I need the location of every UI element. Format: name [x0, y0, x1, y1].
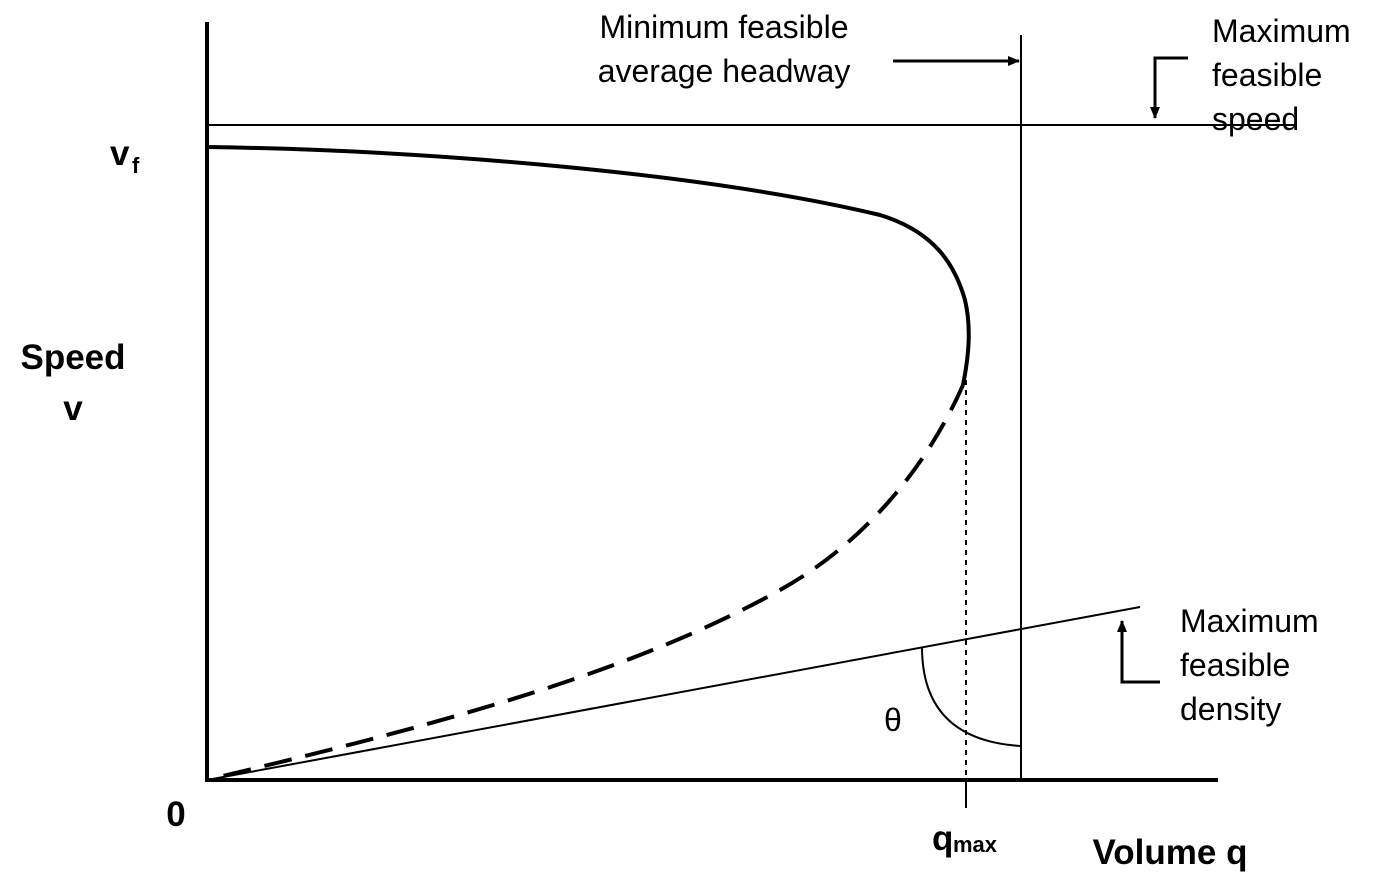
- min-headway-label-line2: average headway: [598, 53, 851, 89]
- max-density-arrow: [1117, 620, 1160, 684]
- vf-subscript: f: [132, 153, 140, 178]
- theta-label: θ: [884, 702, 902, 738]
- qmax-label: q: [932, 819, 953, 858]
- uncongested-branch-curve: [206, 145, 971, 386]
- max-speed-label-line3: speed: [1212, 101, 1299, 137]
- max-speed-arrow: [1150, 56, 1188, 119]
- y-axis-label-v: v: [63, 389, 83, 428]
- max-density-label-line1: Maximum: [1180, 603, 1319, 639]
- y-axis-label-speed: Speed: [20, 338, 125, 377]
- vf-label: v: [110, 134, 130, 173]
- congested-branch-curve: [209, 384, 965, 781]
- min-headway-label-line1: Minimum feasible: [600, 9, 849, 45]
- theta-arc: [921, 646, 1022, 747]
- max-speed-label-line2: feasible: [1212, 57, 1322, 93]
- qmax-subscript: max: [953, 832, 998, 857]
- x-axis-label: Volume q: [1093, 833, 1248, 872]
- origin-label: 0: [166, 795, 185, 834]
- max-density-label-line2: feasible: [1180, 647, 1290, 683]
- max-speed-label-line1: Maximum: [1212, 13, 1351, 49]
- max-density-ray: [206, 606, 1141, 781]
- max-density-label-line3: density: [1180, 691, 1281, 727]
